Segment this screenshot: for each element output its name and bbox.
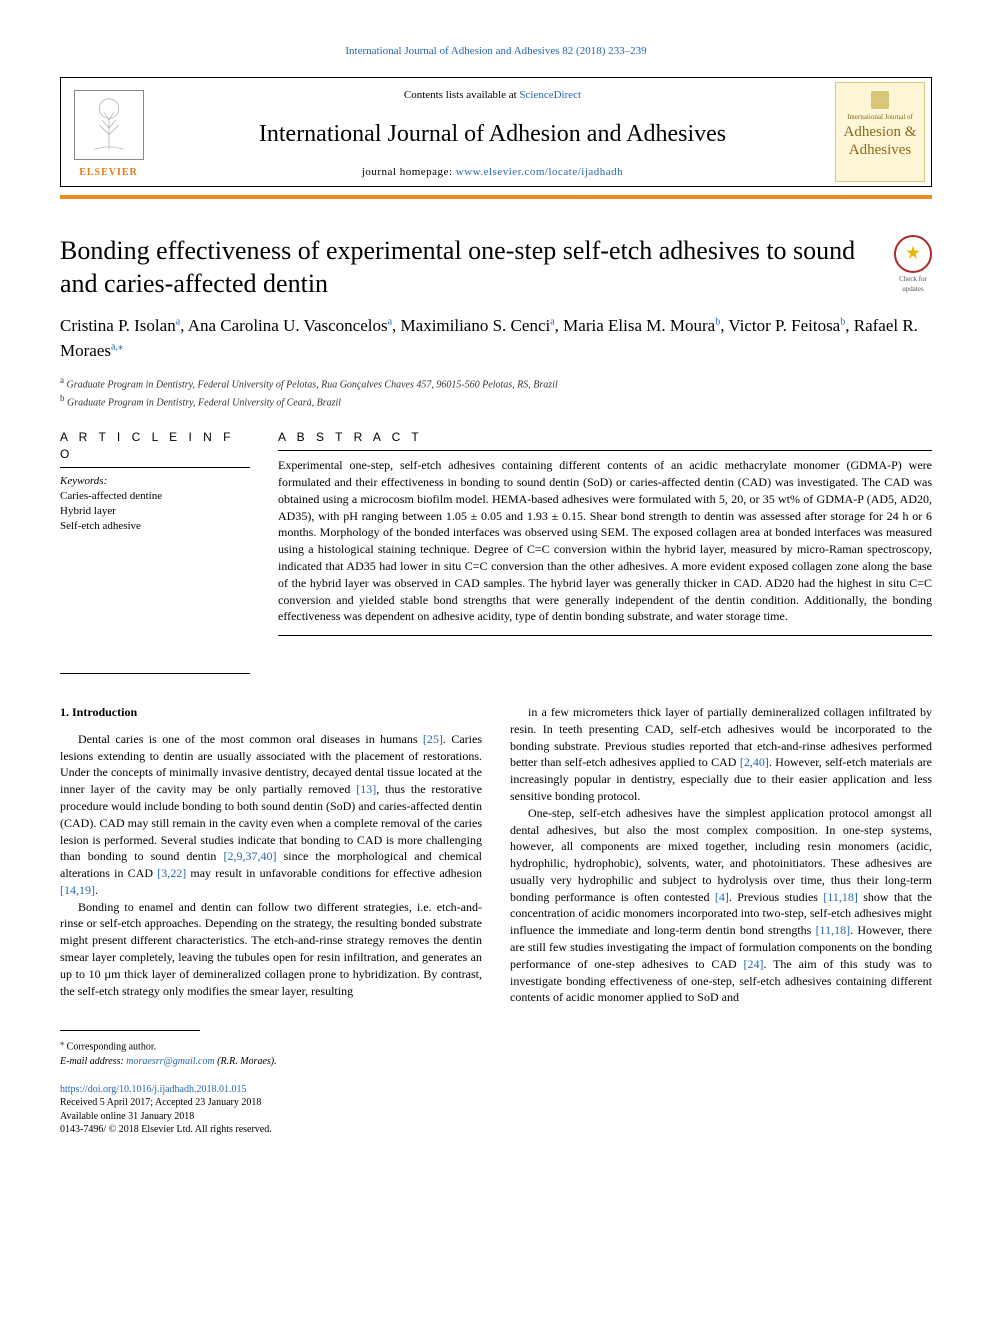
- email-label: E-mail address:: [60, 1056, 124, 1067]
- keywords-label: Keywords:: [60, 474, 250, 489]
- corr-label: Corresponding author.: [67, 1042, 156, 1053]
- publisher-name: ELSEVIER: [79, 166, 138, 180]
- journal-name: International Journal of Adhesion and Ad…: [164, 118, 821, 152]
- masthead-center: Contents lists available at ScienceDirec…: [156, 78, 829, 186]
- doi-received: Received 5 April 2017; Accepted 23 Janua…: [60, 1097, 261, 1108]
- article-title: Bonding effectiveness of experimental on…: [60, 235, 880, 300]
- masthead-right: International Journal of Adhesion & Adhe…: [829, 78, 931, 186]
- cover-badge-icon: [871, 91, 889, 109]
- cover-main-line1: Adhesion &: [844, 125, 917, 141]
- check-updates-label: Check for updates: [899, 275, 927, 293]
- doi-block: https://doi.org/10.1016/j.ijadhadh.2018.…: [60, 1083, 932, 1137]
- publisher-block: ELSEVIER: [61, 78, 156, 186]
- running-head: International Journal of Adhesion and Ad…: [60, 44, 932, 59]
- authors-line: Cristina P. Isolana, Ana Carolina U. Vas…: [60, 314, 932, 363]
- intro-p4: One-step, self-etch adhesives have the s…: [510, 805, 932, 1007]
- doi-available: Available online 31 January 2018: [60, 1111, 194, 1122]
- journal-cover-thumb: International Journal of Adhesion & Adhe…: [835, 82, 925, 182]
- check-updates-icon: [894, 235, 932, 273]
- introduction-head: 1. Introduction: [60, 704, 482, 721]
- orange-rule: [60, 195, 932, 199]
- corresponding-author: ⁎ Corresponding author.: [60, 1037, 932, 1054]
- intro-p3: in a few micrometers thick layer of part…: [510, 704, 932, 805]
- affiliations: a Graduate Program in Dentistry, Federal…: [60, 374, 932, 410]
- corr-email-line: E-mail address: moraesrr@gmail.com (R.R.…: [60, 1055, 932, 1069]
- cover-small-text: International Journal of: [847, 113, 913, 123]
- contents-prefix: Contents lists available at: [404, 89, 519, 101]
- sciencedirect-link[interactable]: ScienceDirect: [519, 89, 581, 101]
- doi-link[interactable]: https://doi.org/10.1016/j.ijadhadh.2018.…: [60, 1084, 246, 1095]
- masthead: ELSEVIER Contents lists available at Sci…: [60, 77, 932, 187]
- corr-email-link[interactable]: moraesrr@gmail.com: [126, 1056, 214, 1067]
- body-columns: 1. Introduction Dental caries is one of …: [60, 704, 932, 1006]
- doi-issn: 0143-7496/ © 2018 Elsevier Ltd. All righ…: [60, 1124, 272, 1135]
- corr-email-suffix: (R.R. Moraes).: [217, 1056, 276, 1067]
- article-info-column: A R T I C L E I N F O Keywords: Caries-a…: [60, 429, 250, 674]
- keywords-list: Caries-affected dentineHybrid layerSelf-…: [60, 489, 250, 534]
- intro-p1: Dental caries is one of the most common …: [60, 731, 482, 899]
- footer-rule: [60, 1030, 200, 1031]
- contents-available-line: Contents lists available at ScienceDirec…: [164, 88, 821, 103]
- homepage-link[interactable]: www.elsevier.com/locate/ijadhadh: [456, 166, 623, 178]
- elsevier-tree-icon: [74, 90, 144, 160]
- abstract-column: A B S T R A C T Experimental one-step, s…: [278, 429, 932, 674]
- homepage-prefix: journal homepage:: [362, 166, 456, 178]
- article-info-head: A R T I C L E I N F O: [60, 429, 250, 468]
- homepage-line: journal homepage: www.elsevier.com/locat…: [164, 165, 821, 180]
- abstract-head: A B S T R A C T: [278, 429, 932, 451]
- corr-star: ⁎: [60, 1038, 64, 1047]
- check-updates-badge[interactable]: Check for updates: [894, 235, 932, 295]
- abstract-body: Experimental one-step, self-etch adhesiv…: [278, 457, 932, 636]
- intro-p2: Bonding to enamel and dentin can follow …: [60, 899, 482, 1000]
- cover-main-line2: Adhesives: [849, 143, 912, 159]
